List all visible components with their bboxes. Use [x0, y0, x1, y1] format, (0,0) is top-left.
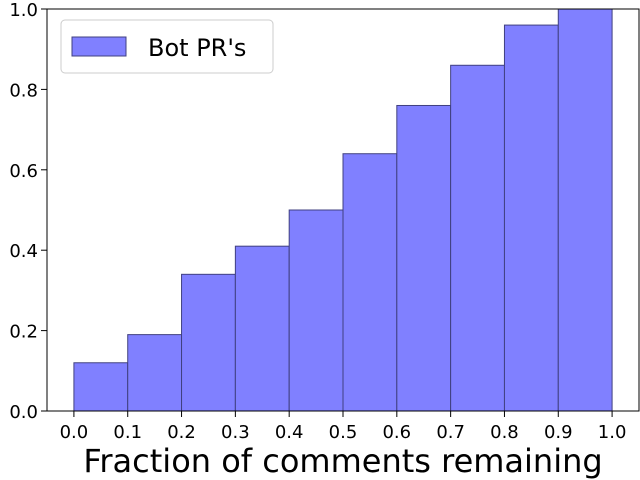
x-tick-label: 0.4	[275, 422, 304, 443]
histogram-bar	[396, 104, 452, 412]
histogram-bar	[450, 64, 505, 412]
histogram-bar	[288, 209, 344, 412]
x-tick-label: 0.9	[544, 422, 573, 443]
y-tick-label: 0.6	[9, 161, 38, 182]
x-tick-label: 0.1	[113, 422, 142, 443]
histogram-bar	[181, 273, 236, 412]
legend-swatch	[71, 36, 127, 57]
x-tick-label: 0.0	[60, 422, 89, 443]
y-tick-label: 0.8	[9, 80, 38, 101]
histogram-bar	[503, 24, 559, 412]
y-tick-label: 1.0	[9, 0, 38, 21]
x-tick-label: 0.3	[221, 422, 250, 443]
x-tick-label: 0.8	[490, 422, 519, 443]
legend-box	[60, 19, 274, 74]
x-tick-label: 1.0	[598, 422, 627, 443]
x-tick-label: 0.6	[382, 422, 411, 443]
x-tick-label: 0.7	[436, 422, 465, 443]
histogram-bar	[557, 8, 613, 412]
x-axis-label: Fraction of comments remaining	[83, 442, 602, 480]
legend-entry-label: Bot PR's	[148, 34, 246, 62]
bars-group	[73, 8, 613, 412]
y-tick-label: 0.4	[9, 241, 38, 262]
histogram-bar	[234, 245, 290, 412]
y-tick-label: 0.0	[9, 402, 38, 423]
x-tick-label: 0.2	[167, 422, 196, 443]
histogram-bar	[73, 362, 129, 412]
legend: Bot PR's	[60, 19, 274, 74]
x-tick-label: 0.5	[329, 422, 358, 443]
y-axis: 0.0 0.2 0.4 0.6 0.8 1.0	[9, 0, 47, 423]
x-axis: 0.0 0.1 0.2 0.3 0.4 0.5 0.6 0.7 0.8 0.9 1.0	[60, 411, 627, 443]
y-tick-label: 0.2	[9, 322, 38, 343]
histogram-bar	[127, 334, 183, 412]
histogram-bar	[342, 153, 398, 412]
